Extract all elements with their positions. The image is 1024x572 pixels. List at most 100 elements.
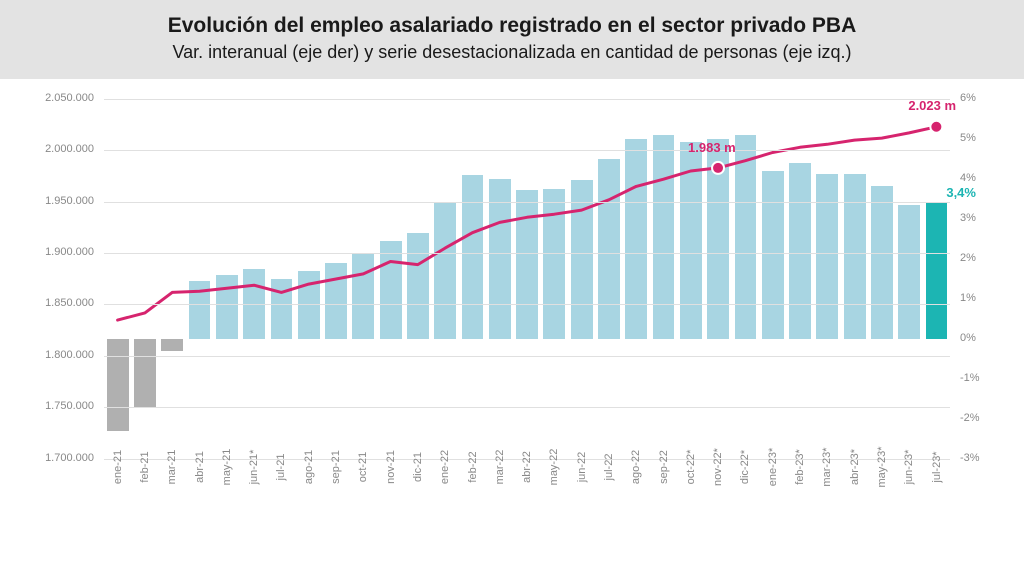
x-label-slot: jun-23* (896, 467, 923, 567)
x-axis-label: nov-21 (385, 450, 397, 484)
x-label-slot: mar-21 (159, 467, 186, 567)
x-axis-label: sep-22 (658, 450, 670, 484)
x-label-slot: may-21 (213, 467, 240, 567)
x-label-slot: mar-23* (814, 467, 841, 567)
y-left-tick: 1.850.000 (45, 297, 94, 309)
chart-subtitle: Var. interanual (eje der) y serie desest… (0, 41, 1024, 64)
y-right-tick: 2% (960, 252, 976, 264)
x-axis-label: dic-21 (412, 452, 424, 482)
x-label-slot: jul-21 (268, 467, 295, 567)
y-left-tick: 2.000.000 (45, 143, 94, 155)
grid-line (104, 202, 950, 203)
y-axis-right: -3%-2%-1%0%1%2%3%4%5%6% (954, 99, 994, 459)
y-right-tick: 4% (960, 172, 976, 184)
x-axis-label: mar-21 (166, 449, 178, 484)
x-label-slot: dic-22* (732, 467, 759, 567)
x-axis-label: nov-22* (712, 448, 724, 486)
x-axis-label: oct-21 (357, 451, 369, 482)
bar-annotation: 3,4% (946, 185, 976, 200)
chart-area: 1.700.000 1.750.000 1.800.000 1.850.000 1.90… (30, 99, 994, 569)
grid-line (104, 99, 950, 100)
x-label-slot: ene-22 (432, 467, 459, 567)
x-label-slot: ago-21 (295, 467, 322, 567)
x-axis-label: mar-23* (821, 447, 833, 486)
x-axis-label: ene-23* (767, 447, 779, 486)
chart-title: Evolución del empleo asalariado registra… (0, 12, 1024, 39)
y-left-tick: 2.050.000 (45, 92, 94, 104)
line-annotation: 1.983 m (688, 140, 736, 155)
chart-header: Evolución del empleo asalariado registra… (0, 0, 1024, 79)
x-label-slot: dic-21 (404, 467, 431, 567)
x-label-slot: ene-21 (104, 467, 131, 567)
x-label-slot: oct-22* (677, 467, 704, 567)
y-left-tick: 1.800.000 (45, 349, 94, 361)
line-marker (930, 120, 942, 132)
grid-line (104, 253, 950, 254)
y-axis-left: 1.700.0001.750.0001.800.0001.850.0001.90… (30, 99, 100, 459)
x-label-slot: feb-23* (786, 467, 813, 567)
x-label-slot: ene-23* (759, 467, 786, 567)
y-right-tick: -3% (960, 452, 980, 464)
grid-line (104, 356, 950, 357)
y-left-tick: 1.700.000 (45, 452, 94, 464)
y-right-tick: 6% (960, 92, 976, 104)
x-axis-labels: ene-21feb-21mar-21abr-21may-21jun-21*jul… (104, 467, 950, 567)
x-label-slot: ago-22 (623, 467, 650, 567)
x-axis-label: feb-22 (467, 451, 479, 482)
grid-line (104, 304, 950, 305)
y-right-tick: 5% (960, 132, 976, 144)
x-axis-label: ene-21 (112, 450, 124, 484)
x-axis-label: mar-22 (494, 449, 506, 484)
x-axis-label: abr-23* (849, 449, 861, 485)
line-marker (712, 162, 724, 174)
y-left-tick: 1.750.000 (45, 400, 94, 412)
x-label-slot: may-23* (868, 467, 895, 567)
grid-line (104, 150, 950, 151)
x-axis-label: abr-22 (521, 451, 533, 483)
y-right-tick: -2% (960, 412, 980, 424)
x-axis-label: jun-22 (576, 451, 588, 482)
x-label-slot: jul-22 (595, 467, 622, 567)
x-label-slot: feb-21 (131, 467, 158, 567)
x-label-slot: mar-22 (486, 467, 513, 567)
y-left-tick: 1.950.000 (45, 195, 94, 207)
x-label-slot: jun-22 (568, 467, 595, 567)
x-label-slot: sep-22 (650, 467, 677, 567)
x-label-slot: may-22 (541, 467, 568, 567)
x-label-slot: nov-22* (705, 467, 732, 567)
x-label-slot: oct-21 (350, 467, 377, 567)
x-axis-label: abr-21 (194, 451, 206, 483)
x-axis-label: jul-21 (275, 453, 287, 480)
x-label-slot: abr-22 (513, 467, 540, 567)
x-label-slot: feb-22 (459, 467, 486, 567)
plot-area: 1.983 m2.023 m3,4% (104, 99, 950, 459)
x-axis-label: jun-23* (903, 449, 915, 484)
x-axis-label: may-23* (876, 446, 888, 487)
y-left-tick: 1.900.000 (45, 246, 94, 258)
x-axis-label: jul-23* (931, 451, 943, 482)
x-label-slot: jun-21* (240, 467, 267, 567)
x-label-slot: abr-21 (186, 467, 213, 567)
x-axis-label: oct-22* (685, 449, 697, 484)
x-label-slot: abr-23* (841, 467, 868, 567)
x-axis-label: ago-22 (630, 450, 642, 484)
x-axis-label: jul-22 (603, 453, 615, 480)
x-label-slot: nov-21 (377, 467, 404, 567)
x-label-slot: sep-21 (322, 467, 349, 567)
x-axis-label: feb-21 (139, 451, 151, 482)
x-axis-label: ene-22 (439, 450, 451, 484)
x-axis-label: jun-21* (248, 449, 260, 484)
y-right-tick: 1% (960, 292, 976, 304)
line-layer (104, 99, 950, 459)
y-right-tick: 0% (960, 332, 976, 344)
x-label-slot: jul-23* (923, 467, 950, 567)
x-axis-label: feb-23* (794, 449, 806, 484)
x-axis-label: ago-21 (303, 450, 315, 484)
grid-line (104, 407, 950, 408)
line-annotation: 2.023 m (908, 98, 956, 113)
y-right-tick: 3% (960, 212, 976, 224)
trend-line (118, 126, 937, 319)
x-axis-label: sep-21 (330, 450, 342, 484)
x-axis-label: dic-22* (739, 450, 751, 484)
x-axis-label: may-21 (221, 448, 233, 485)
